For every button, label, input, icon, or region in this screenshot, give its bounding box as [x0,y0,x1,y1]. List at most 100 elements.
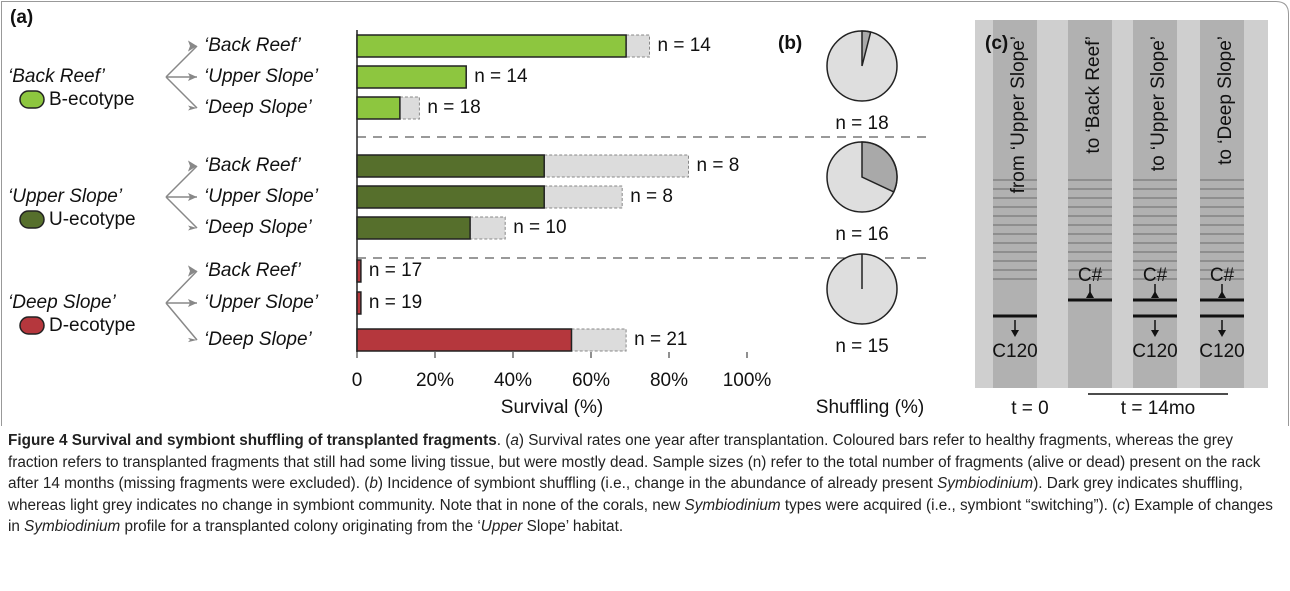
n-label: n = 19 [369,292,422,313]
caption-text: ) Survival rates one year after transpla… [8,432,1261,493]
caption: Figure 4 Survival and symbiont shuffling… [8,430,1284,538]
arrow [165,76,198,109]
bar-alive [356,65,467,89]
n-label: n = 16 [835,224,888,245]
lane-label: to ‘Upper Slope’ [1148,36,1169,171]
arrow-head [188,105,197,111]
group-label: ‘Upper Slope’ [8,186,123,207]
group-label: ‘Deep Slope’ [8,292,117,313]
bar-dead [469,216,506,240]
band-arrow-head [1086,291,1094,298]
x-tick-label: 40% [494,370,532,391]
caption-text: profile for a transplanted colony origin… [120,518,481,536]
caption-text: b [369,475,378,493]
ecotype-label: D-ecotype [49,315,136,336]
ecotype-swatch [19,210,45,229]
arrow [165,165,198,198]
band-arrow-head [1151,330,1159,337]
arrow-head [188,193,197,201]
band-label: C# [1210,265,1235,286]
category-label: ‘Deep Slope’ [204,97,313,118]
x-tick-label: 20% [416,370,454,391]
panel-label: (b) [778,33,802,54]
bar-alive [356,216,471,240]
bar-dead [625,34,650,58]
lane-label: to ‘Deep Slope’ [1215,36,1236,165]
caption-text: Slope’ habitat. [522,518,624,536]
arrow [165,196,198,229]
arrow [165,45,198,78]
bar-dead [543,154,690,178]
bar-alive [356,291,362,315]
n-label: n = 14 [474,66,528,87]
bar-alive [356,154,545,178]
bar-dead [399,96,420,120]
arrow-head [188,337,197,343]
pie-slice [861,30,872,67]
lane-label: from ‘Upper Slope’ [1008,36,1029,193]
bar-dead [571,328,627,352]
category-label: ‘Deep Slope’ [204,329,313,350]
band-arrow-head [1011,330,1019,337]
category-label: ‘Back Reef’ [204,155,302,176]
arrow-head [188,160,197,172]
caption-text: . ( [496,432,511,449]
bar-alive [356,259,362,283]
caption-text: Upper [480,518,523,536]
n-label: n = 17 [369,260,422,281]
caption-text: c [1117,496,1125,514]
arrow-head [188,40,197,52]
band-label: C120 [992,341,1037,362]
band-arrow-head [1218,330,1226,337]
bar-alive [356,185,545,209]
band-label: C# [1078,265,1103,286]
caption-text: Symbiodinium [24,518,121,536]
ecotype-label: U-ecotype [49,209,136,230]
group-label: ‘Back Reef’ [8,66,106,87]
ecotype-label: B-ecotype [49,89,135,110]
caption-title: Figure 4 Survival and symbiont shuffling… [8,432,497,449]
n-label: n = 15 [835,336,888,357]
time-label: t = 0 [1011,398,1049,419]
bar-dead [543,185,623,209]
bar-alive [356,96,401,120]
band-arrow-head [1218,291,1226,298]
band-label: C120 [1199,341,1244,362]
x-axis-label: Shuffling (%) [816,397,924,418]
x-tick-label: 0 [352,370,363,391]
bar-alive [356,34,627,58]
x-tick-label: 80% [650,370,688,391]
n-label: n = 10 [513,217,566,238]
category-label: ‘Upper Slope’ [204,292,319,313]
category-label: ‘Upper Slope’ [204,66,319,87]
category-label: ‘Back Reef’ [204,260,302,281]
caption-text: Symbiodinium [684,496,781,514]
band-arrow-head [1151,291,1159,298]
panel-label: (c) [985,33,1008,54]
caption-text: a [510,432,519,449]
n-label: n = 18 [427,97,480,118]
arrow-head [188,225,197,231]
figure: (a) 0 20% 40% 60% 80% 100% Survival (%) ‘Back Re… [1,1,1289,426]
n-label: n = 8 [697,155,740,176]
x-tick-label: 60% [572,370,610,391]
x-axis-label: Survival (%) [501,397,603,418]
n-label: n = 8 [630,186,673,207]
caption-text: Symbiodinium [937,475,1034,493]
arrow [165,302,198,341]
bar-alive [356,328,573,352]
arrow [165,270,198,304]
caption-text: ) Example of changes in [8,496,1273,536]
category-label: ‘Upper Slope’ [204,186,319,207]
caption-text: types were acquired (i.e., symbiont “swi… [780,496,1118,514]
gel-lane [1068,20,1112,388]
band-label: C120 [1132,341,1177,362]
arrow-head [188,265,197,277]
category-label: ‘Back Reef’ [204,35,302,56]
caption-text: ) Incidence of symbiont shuffling (i.e.,… [377,475,938,493]
n-label: n = 18 [835,113,888,134]
ecotype-swatch [19,90,45,109]
pie-slice [861,141,898,193]
arrow-head [188,73,197,81]
